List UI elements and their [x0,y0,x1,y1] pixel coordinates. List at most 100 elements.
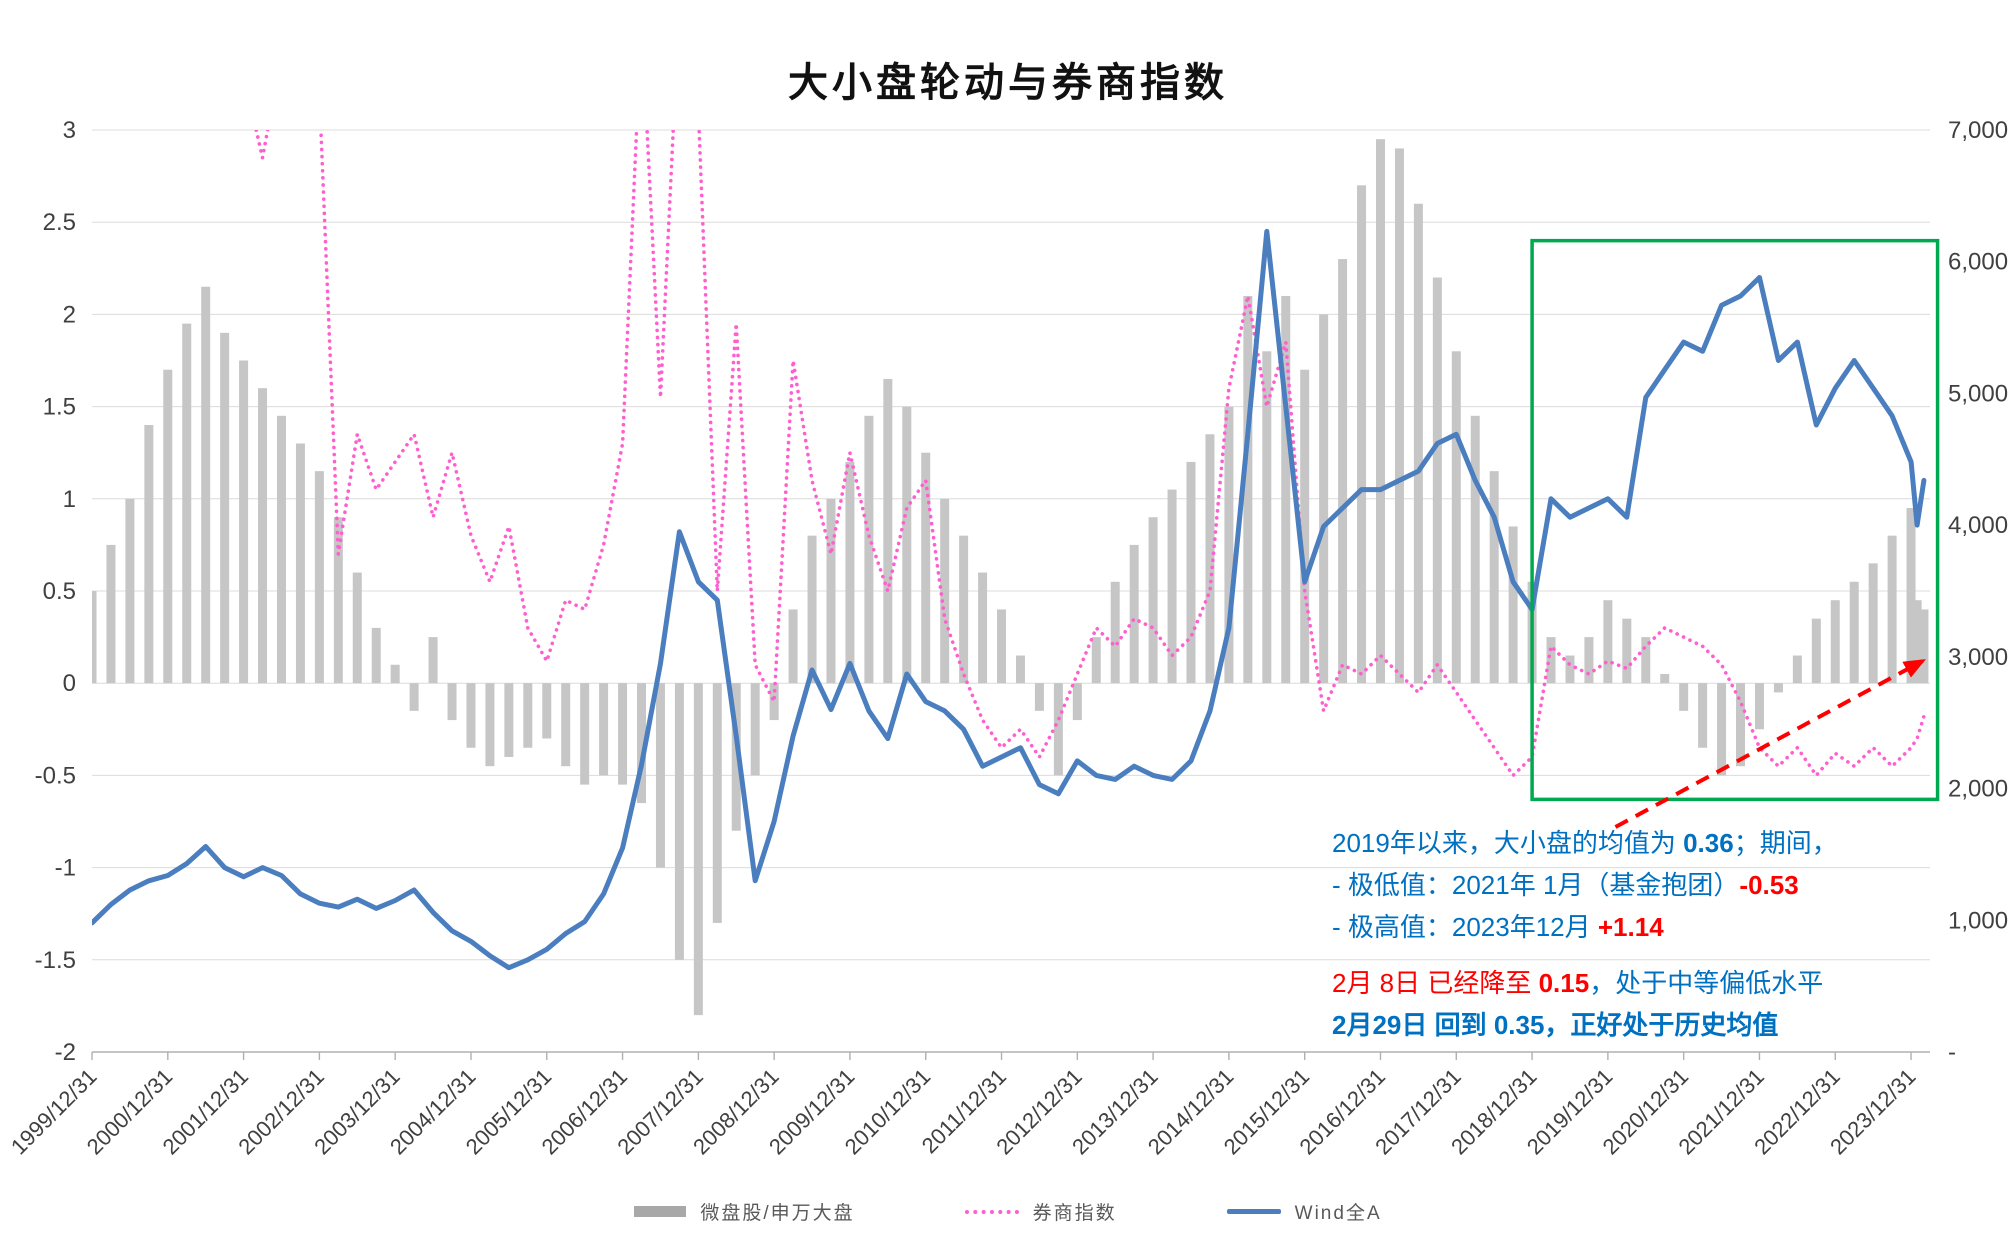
bar [1413,203,1423,684]
right-axis-tick-label: 1,000 [1948,907,2008,934]
annotation-segment: ，处于中等偏低水平 [1589,968,1824,998]
bar [1849,581,1859,684]
annotation-segment: 0.15 [1538,968,1590,998]
bar [845,461,855,684]
bar [997,609,1007,684]
bar [826,498,836,684]
trend-arrow [1614,659,1926,829]
bar [1679,683,1689,711]
left-axis-tick-label: -2 [55,1039,76,1066]
bar [864,415,874,684]
bar [1508,526,1518,684]
annotation-segment: - 极低值：2021年 1月（基金抱团） [1332,870,1740,900]
bar [201,286,211,684]
bar [1186,461,1196,684]
legend-item-wind-all-a: Wind全A [1226,1198,1382,1225]
bar [92,591,97,684]
bar [1754,683,1764,730]
bar [674,683,684,960]
bar [182,323,192,684]
bar [333,517,343,684]
bar [769,683,779,721]
highlight-box [1530,238,1940,802]
left-axis-tick-label: 2 [63,301,76,328]
bar [144,425,154,684]
bar [1091,637,1101,684]
legend-item-broker-index: 券商指数 [964,1198,1117,1225]
bar [1830,600,1840,684]
bar [693,683,703,1016]
annotation-line: 2019年以来，大小盘的均值为 0.36；期间， [1332,822,1838,864]
bar [1868,563,1878,684]
bar [1773,683,1783,693]
bar [239,360,249,684]
annotation-line: 2月29日 回到 0.35，正好处于历史均值 [1332,1004,1823,1046]
bar [1375,139,1385,684]
bar [106,544,116,684]
bar [940,498,950,684]
bar [1167,489,1177,684]
bar [788,609,798,684]
bar [1906,508,1916,684]
bar [959,535,969,684]
bar [1110,581,1120,684]
bar [466,683,476,748]
annotation-segment: 2月 8日 已经降至 [1332,968,1539,998]
right-axis-tick-label: 5,000 [1948,380,2008,407]
annotation-line: - 极低值：2021年 1月（基金抱团）-0.53 [1332,864,1838,906]
annotation-segment: 2019年以来，大小盘的均值为 [1332,828,1684,858]
bar [599,683,609,776]
bar [883,378,893,684]
bar [1300,369,1310,684]
bar [1470,415,1480,684]
bar [1338,259,1348,684]
bar [485,683,495,767]
left-axis-tick-label: 0 [63,670,76,697]
bar [1792,655,1802,684]
bar [409,683,419,711]
bar [1546,637,1556,684]
bar [1148,517,1158,684]
annotation-current-block: 2月 8日 已经降至 0.15，处于中等偏低水平 2月29日 回到 0.35，正好… [1332,962,1823,1046]
left-axis-tick-label: -1.5 [35,947,76,974]
right-axis-tick-label: 4,000 [1948,512,2008,539]
annotation-line: - 极高值：2023年12月 +1.14 [1332,906,1838,948]
annotation-segment: 0.36 [1683,828,1734,858]
bar [618,683,628,785]
x-axis-labels: 1999/12/312000/12/312001/12/312002/12/31… [6,1052,1921,1159]
bar [295,443,305,684]
right-axis-tick-label: 6,000 [1948,249,2008,276]
right-axis-tick-label: 3,000 [1948,644,2008,671]
bar [731,683,741,831]
bar [1451,351,1461,684]
bar-series-swatch [634,1206,687,1217]
bar [637,683,647,804]
annotation-segment: -0.53 [1739,870,1799,900]
bar [1660,673,1670,684]
wind-all-a-line [92,228,1927,971]
bar [655,683,665,868]
left-axis-tick-label: 2.5 [43,209,76,236]
bar [1034,683,1044,711]
bar [371,627,381,684]
left-axis-tick-label: 0.5 [43,578,76,605]
bar [561,683,571,767]
left-axis-tick-label: 1 [63,486,76,513]
legend-label: 微盘股/申万大盘 [700,1203,855,1224]
legend-item-microcap-largecap: 微盘股/申万大盘 [634,1198,854,1225]
solid-line-swatch [1226,1209,1281,1214]
bar [1489,471,1499,684]
bar [1357,185,1367,684]
dotted-line-swatch [964,1209,1019,1214]
bar [542,683,552,739]
left-axis-tick-label: -0.5 [35,762,76,789]
bar [1584,637,1594,684]
bar [902,406,912,684]
bar [1205,434,1215,684]
bar [1887,535,1897,684]
bar [1224,406,1234,684]
bar [1319,314,1329,684]
bar [1811,618,1821,684]
